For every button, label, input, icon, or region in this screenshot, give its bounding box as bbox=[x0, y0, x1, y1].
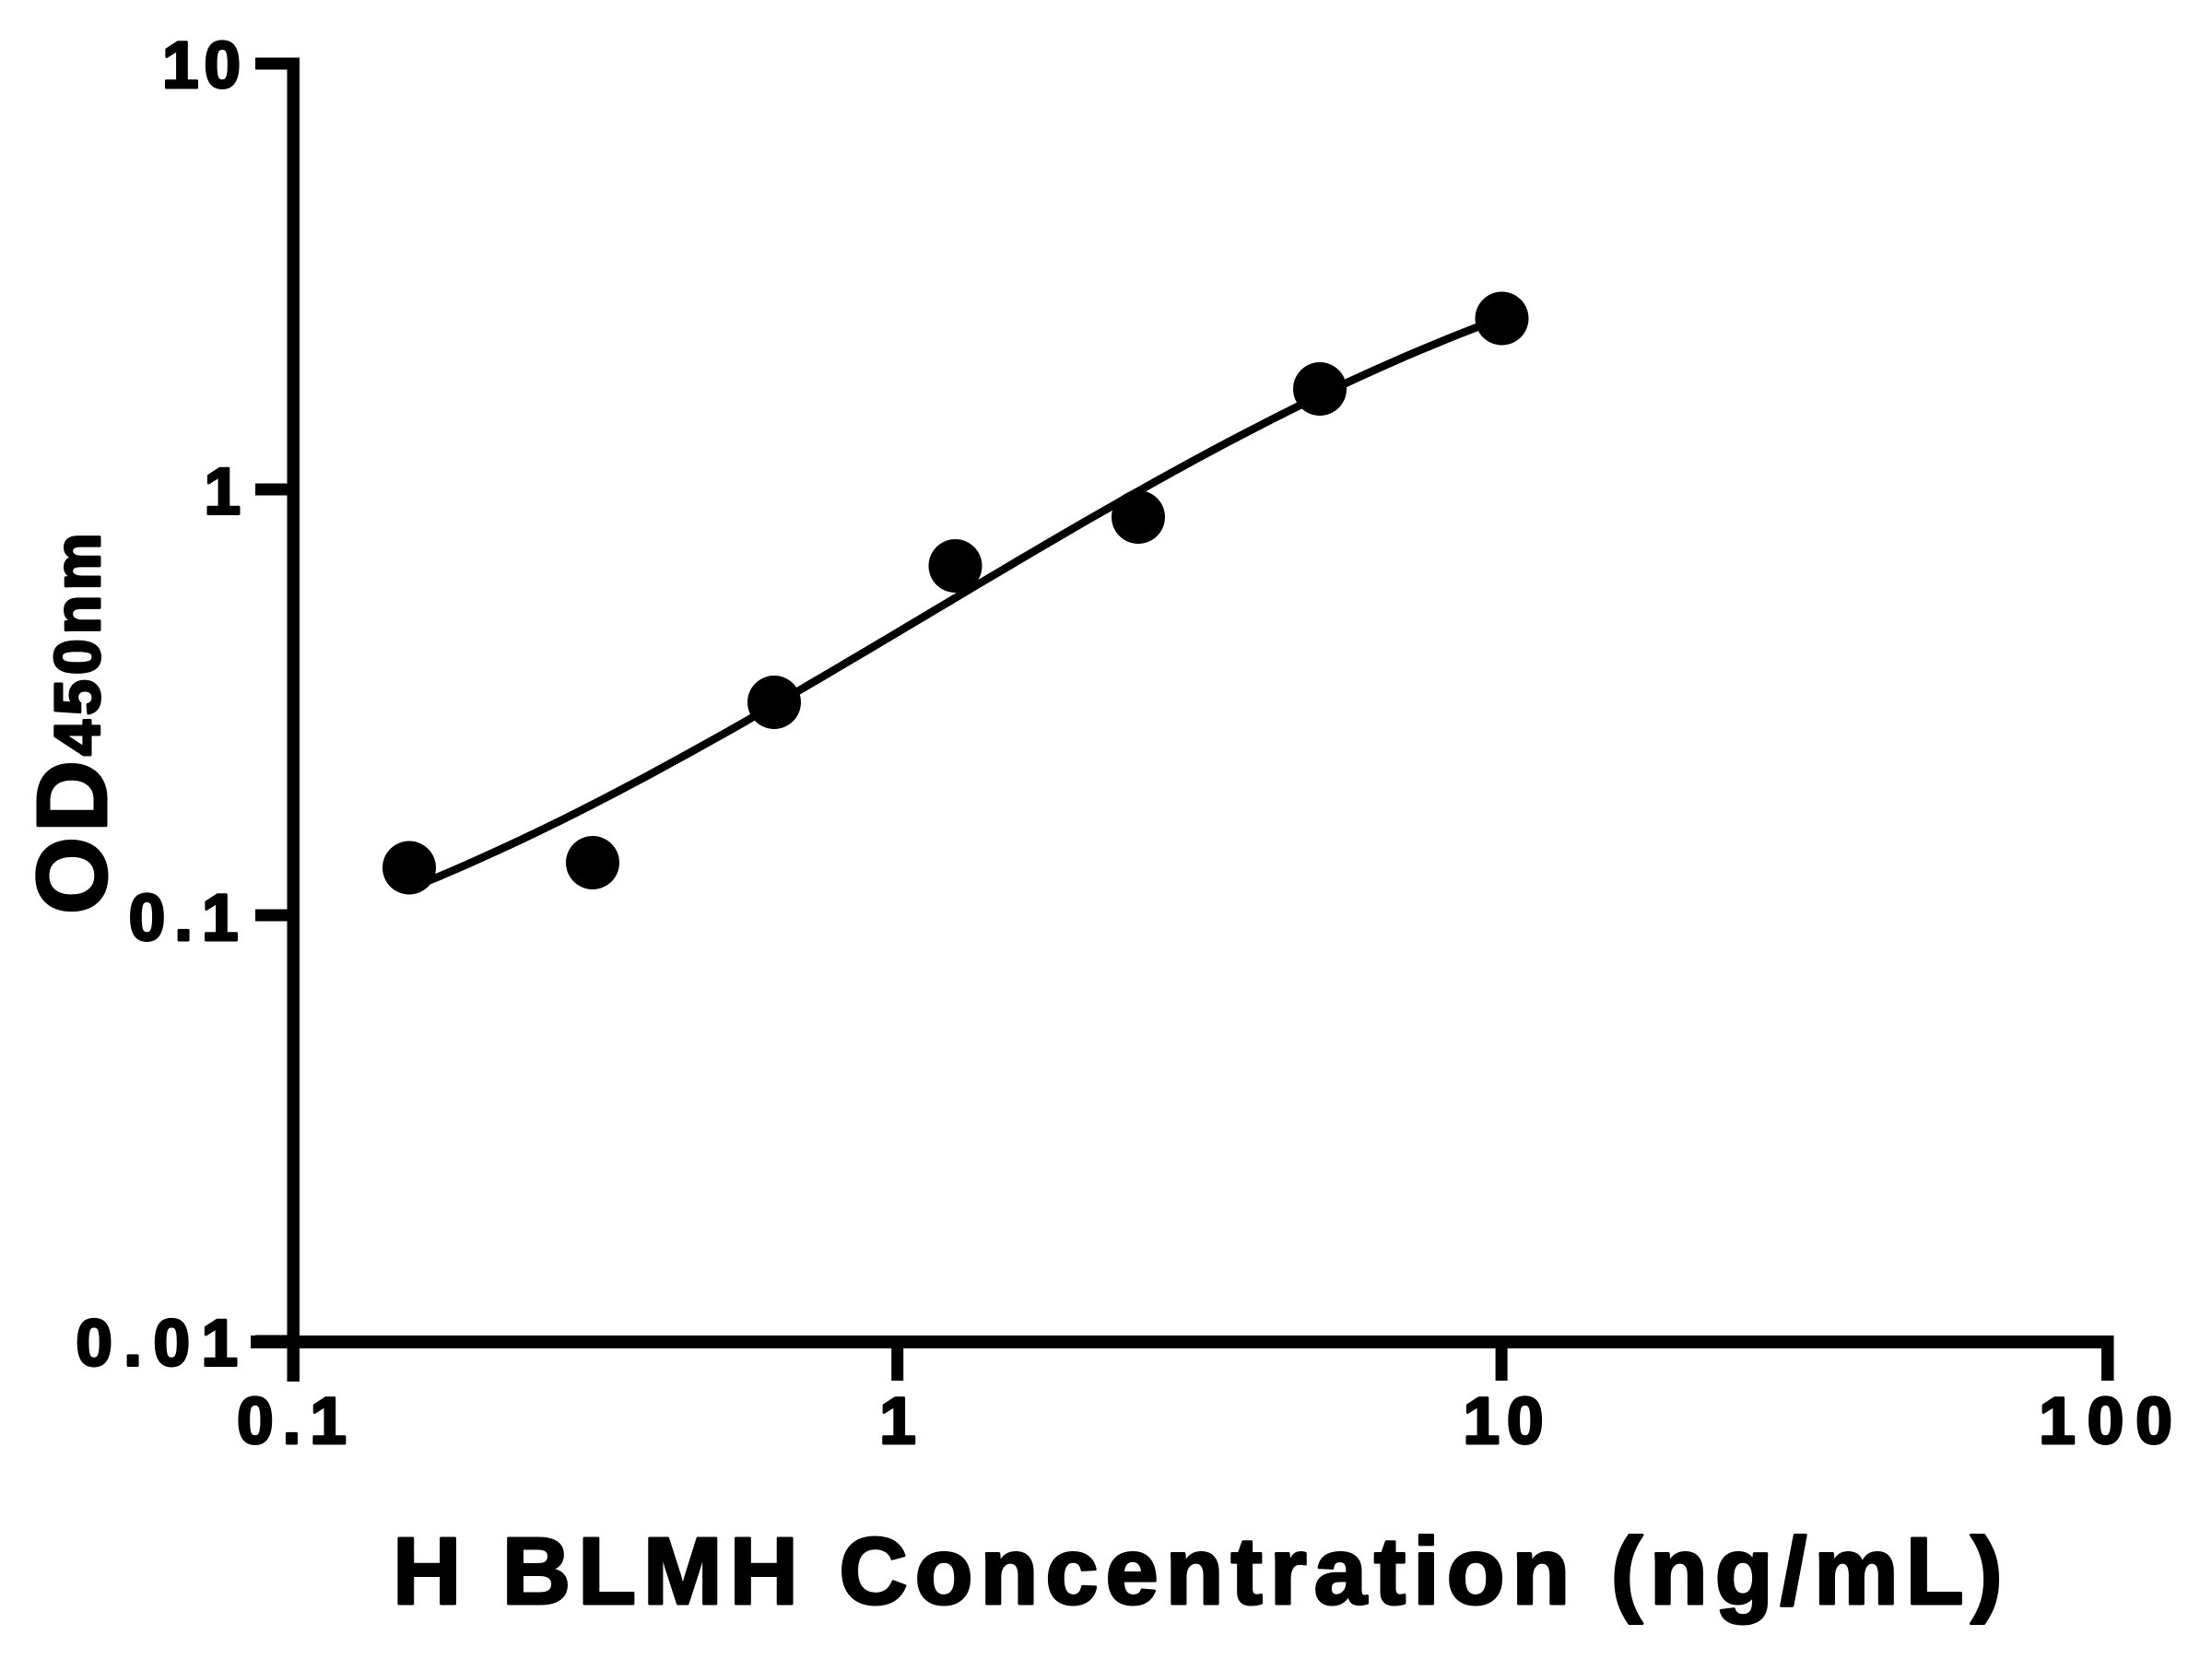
svg-text:10: 10 bbox=[1464, 1385, 1551, 1458]
svg-text:0.01: 0.01 bbox=[76, 1308, 249, 1381]
svg-text:1: 1 bbox=[205, 456, 241, 529]
svg-text:10: 10 bbox=[162, 29, 246, 102]
svg-text:H BLMH Concentration (ng/mL): H BLMH Concentration (ng/mL) bbox=[393, 1518, 2010, 1624]
svg-text:OD450nm: OD450nm bbox=[16, 528, 127, 914]
svg-text:1: 1 bbox=[879, 1385, 916, 1458]
svg-text:0.1: 0.1 bbox=[237, 1385, 356, 1458]
svg-text:0.1: 0.1 bbox=[129, 882, 248, 955]
svg-text:100: 100 bbox=[2039, 1385, 2183, 1458]
